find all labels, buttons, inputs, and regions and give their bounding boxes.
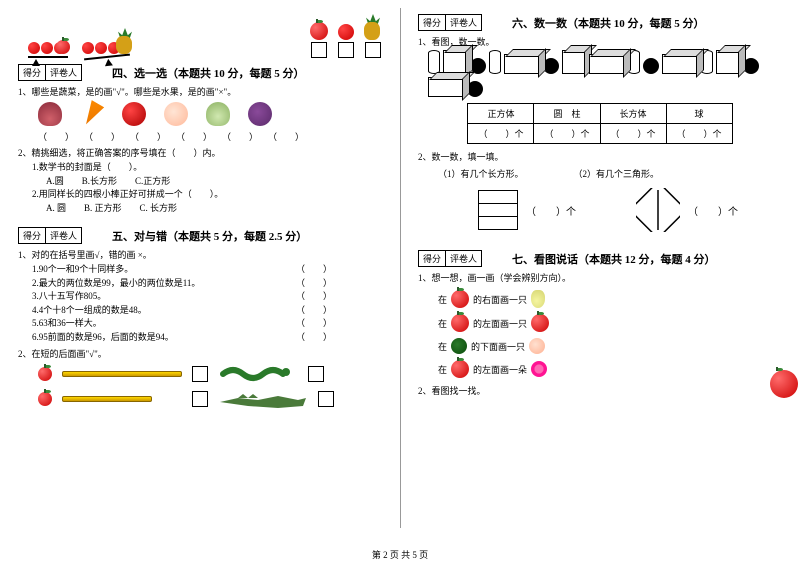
section-7-head: 得分 评卷人 七、看图说话（本题共 12 分，每题 4 分） <box>418 250 782 267</box>
s7-q2: 2、看图找一找。 <box>418 384 782 397</box>
score-box: 得分 评卷人 <box>418 14 482 31</box>
fruit-apple <box>310 22 328 58</box>
shapes-3d-cluster <box>428 50 768 97</box>
peach-icon <box>164 102 188 126</box>
s4-q2-2-opts: A. 圆 B. 正方形 C. 长方形 <box>46 202 382 216</box>
s6-q2-sub: （1）有几个长方形。 （2）有几个三角形。 <box>438 167 782 180</box>
apple-icon <box>531 314 549 332</box>
section-6-head: 得分 评卷人 六、数一数（本题共 10 分，每题 5 分） <box>418 14 782 31</box>
th-sphere: 球 <box>666 104 732 124</box>
balance-group-2 <box>84 56 130 58</box>
section-6-title: 六、数一数（本题共 10 分，每题 5 分） <box>512 15 705 31</box>
score-label: 得分 <box>19 65 46 80</box>
rect-count: （ ）个 <box>478 190 576 230</box>
section-5-head: 得分 评卷人 五、对与错（本题共 5 分，每题 2.5 分） <box>18 227 382 244</box>
marker-label: 评卷人 <box>46 65 81 80</box>
snake-row-1 <box>38 364 382 384</box>
balance-fruits-row <box>28 14 382 58</box>
s5-q2: 2、在短的后面画"√"。 <box>18 347 382 360</box>
s5-items: 1.90个一和9个十同样多。（ ） 2.最大的两位数是99，最小的两位数是11。… <box>32 263 382 344</box>
vegetable-row <box>38 102 382 126</box>
apple-icon <box>451 314 469 332</box>
score-box: 得分 评卷人 <box>418 250 482 267</box>
flower-icon <box>531 361 547 377</box>
s4-q2: 2、精挑细选，将正确答案的序号填在（ ）内。 <box>18 146 382 159</box>
right-column: 得分 评卷人 六、数一数（本题共 10 分，每题 5 分） 1、看图，数一数。 … <box>400 0 800 540</box>
crocodile-icon <box>218 388 308 410</box>
section-5-title: 五、对与错（本题共 5 分，每题 2.5 分） <box>112 228 307 244</box>
fruit-pineapple <box>364 14 382 58</box>
page-footer: 第 2 页 共 5 页 <box>0 548 800 561</box>
fruit-tomato <box>338 24 354 58</box>
vegetable-labels: （ ） （ ） （ ） （ ） （ ） （ ） <box>38 130 382 143</box>
s7-row-2: 在 的左面画一只 <box>438 314 782 332</box>
left-column: 得分 评卷人 四、选一选（本题共 10 分，每题 5 分） 1、哪些是蔬菜，是的… <box>0 0 400 540</box>
score-box: 得分 评卷人 <box>18 64 82 81</box>
pear-icon <box>531 290 545 308</box>
th-cuboid: 长方体 <box>600 104 666 124</box>
snake-icon <box>218 364 298 384</box>
apple-icon <box>451 290 469 308</box>
s4-q2-2: 2.用同样长的四根小棒正好可拼成一个（ ）。 <box>32 188 382 202</box>
section-4-title: 四、选一选（本题共 10 分，每题 5 分） <box>112 65 305 81</box>
decorative-apple <box>770 370 798 401</box>
s4-q2-1: 1.数学书的封面是（ ）。 <box>32 161 382 175</box>
shapes-table: 正方体 圆 柱 长方体 球 （ ）个 （ ）个 （ ）个 （ ）个 <box>467 103 732 144</box>
s5-q1: 1、对的在括号里画√，错的画 ×。 <box>18 248 382 261</box>
section-7-title: 七、看图说话（本题共 12 分，每题 4 分） <box>512 251 716 267</box>
carrot-icon <box>76 98 109 131</box>
s4-q1: 1、哪些是蔬菜，是的画"√"。哪些是水果，是的画"×"。 <box>18 85 382 98</box>
grape-icon <box>248 102 272 126</box>
s4-q2-1-opts: A.圆 B.长方形 C.正方形 <box>46 175 382 189</box>
s6-q2: 2、数一数，填一填。 <box>418 150 782 163</box>
balance-group-1 <box>28 56 68 58</box>
s7-q1: 1、想一想，画一画（学会辨别方向）。 <box>418 271 782 284</box>
watermelon-icon <box>451 338 467 354</box>
cabbage-icon <box>206 102 230 126</box>
triangle-shape-icon <box>636 188 680 232</box>
s7-row-3: 在 的下面画一只 <box>438 338 782 354</box>
rectangle-grid-icon <box>478 190 518 230</box>
apple-icon <box>122 102 146 126</box>
score-box: 得分 评卷人 <box>18 227 82 244</box>
th-cylinder: 圆 柱 <box>534 104 600 124</box>
th-cube: 正方体 <box>468 104 534 124</box>
snake-row-2 <box>38 388 382 410</box>
radish-icon <box>38 102 62 126</box>
s7-row-1: 在 的右面画一只 <box>438 290 782 308</box>
section-4-head: 得分 评卷人 四、选一选（本题共 10 分，每题 5 分） <box>18 64 382 81</box>
peach-icon <box>529 338 545 354</box>
apple-icon <box>451 360 469 378</box>
s7-row-4: 在 的左面画一朵 <box>438 360 782 378</box>
tri-count: （ ）个 <box>636 188 738 232</box>
